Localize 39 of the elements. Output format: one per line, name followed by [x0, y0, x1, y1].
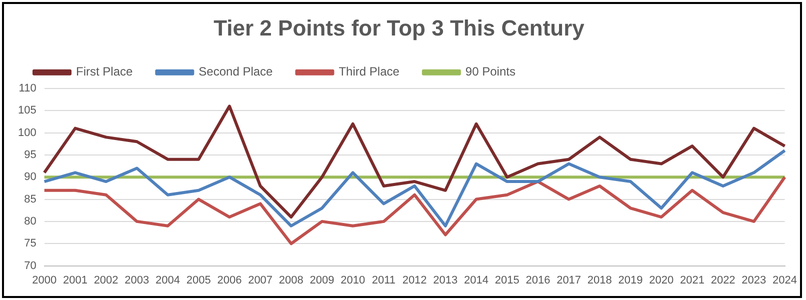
- legend-label: Third Place: [338, 64, 400, 79]
- x-tick-label: 2010: [340, 274, 366, 286]
- y-tick-label: 90: [24, 171, 36, 184]
- x-tick-label: 2008: [278, 274, 304, 286]
- x-tick-label: 2020: [649, 274, 674, 286]
- y-tick-label: 80: [24, 215, 36, 228]
- x-tick-label: 2002: [94, 274, 118, 286]
- legend-label: 90 Points: [465, 64, 516, 79]
- x-tick-label: 2022: [710, 274, 736, 286]
- y-tick-label: 85: [24, 193, 36, 206]
- x-tick-label: 2018: [587, 274, 612, 286]
- x-tick-label: 2006: [217, 274, 242, 286]
- x-tick-label: 2003: [124, 274, 150, 286]
- x-tick-label: 2024: [772, 274, 798, 286]
- x-tick-label: 2004: [156, 274, 180, 286]
- x-tick-label: 2014: [464, 274, 488, 286]
- legend-label: Second Place: [198, 64, 274, 79]
- legend-label: First Place: [76, 64, 134, 79]
- x-tick-label: 2012: [402, 274, 427, 286]
- y-tick-label: 70: [24, 260, 36, 272]
- x-tick-label: 2013: [433, 274, 458, 286]
- chart-title: Tier 2 Points for Top 3 This Century: [214, 15, 586, 40]
- x-tick-label: 2019: [618, 274, 643, 286]
- x-tick-label: 2011: [372, 274, 396, 286]
- y-tick-label: 95: [24, 148, 36, 161]
- x-tick-label: 2017: [556, 274, 582, 286]
- y-tick-label: 100: [18, 126, 36, 139]
- x-tick-label: 2021: [680, 274, 704, 286]
- x-tick-label: 2023: [742, 274, 766, 286]
- y-tick-label: 75: [24, 238, 36, 250]
- x-tick-label: 2000: [32, 274, 57, 286]
- x-tick-label: 2009: [310, 274, 334, 286]
- y-tick-label: 105: [18, 104, 36, 117]
- x-tick-label: 2016: [526, 274, 550, 286]
- x-tick-label: 2015: [494, 274, 520, 286]
- x-tick-label: 2007: [248, 274, 273, 286]
- x-tick-label: 2005: [186, 274, 211, 286]
- x-tick-label: 2001: [62, 274, 88, 286]
- y-tick-label: 110: [18, 82, 36, 94]
